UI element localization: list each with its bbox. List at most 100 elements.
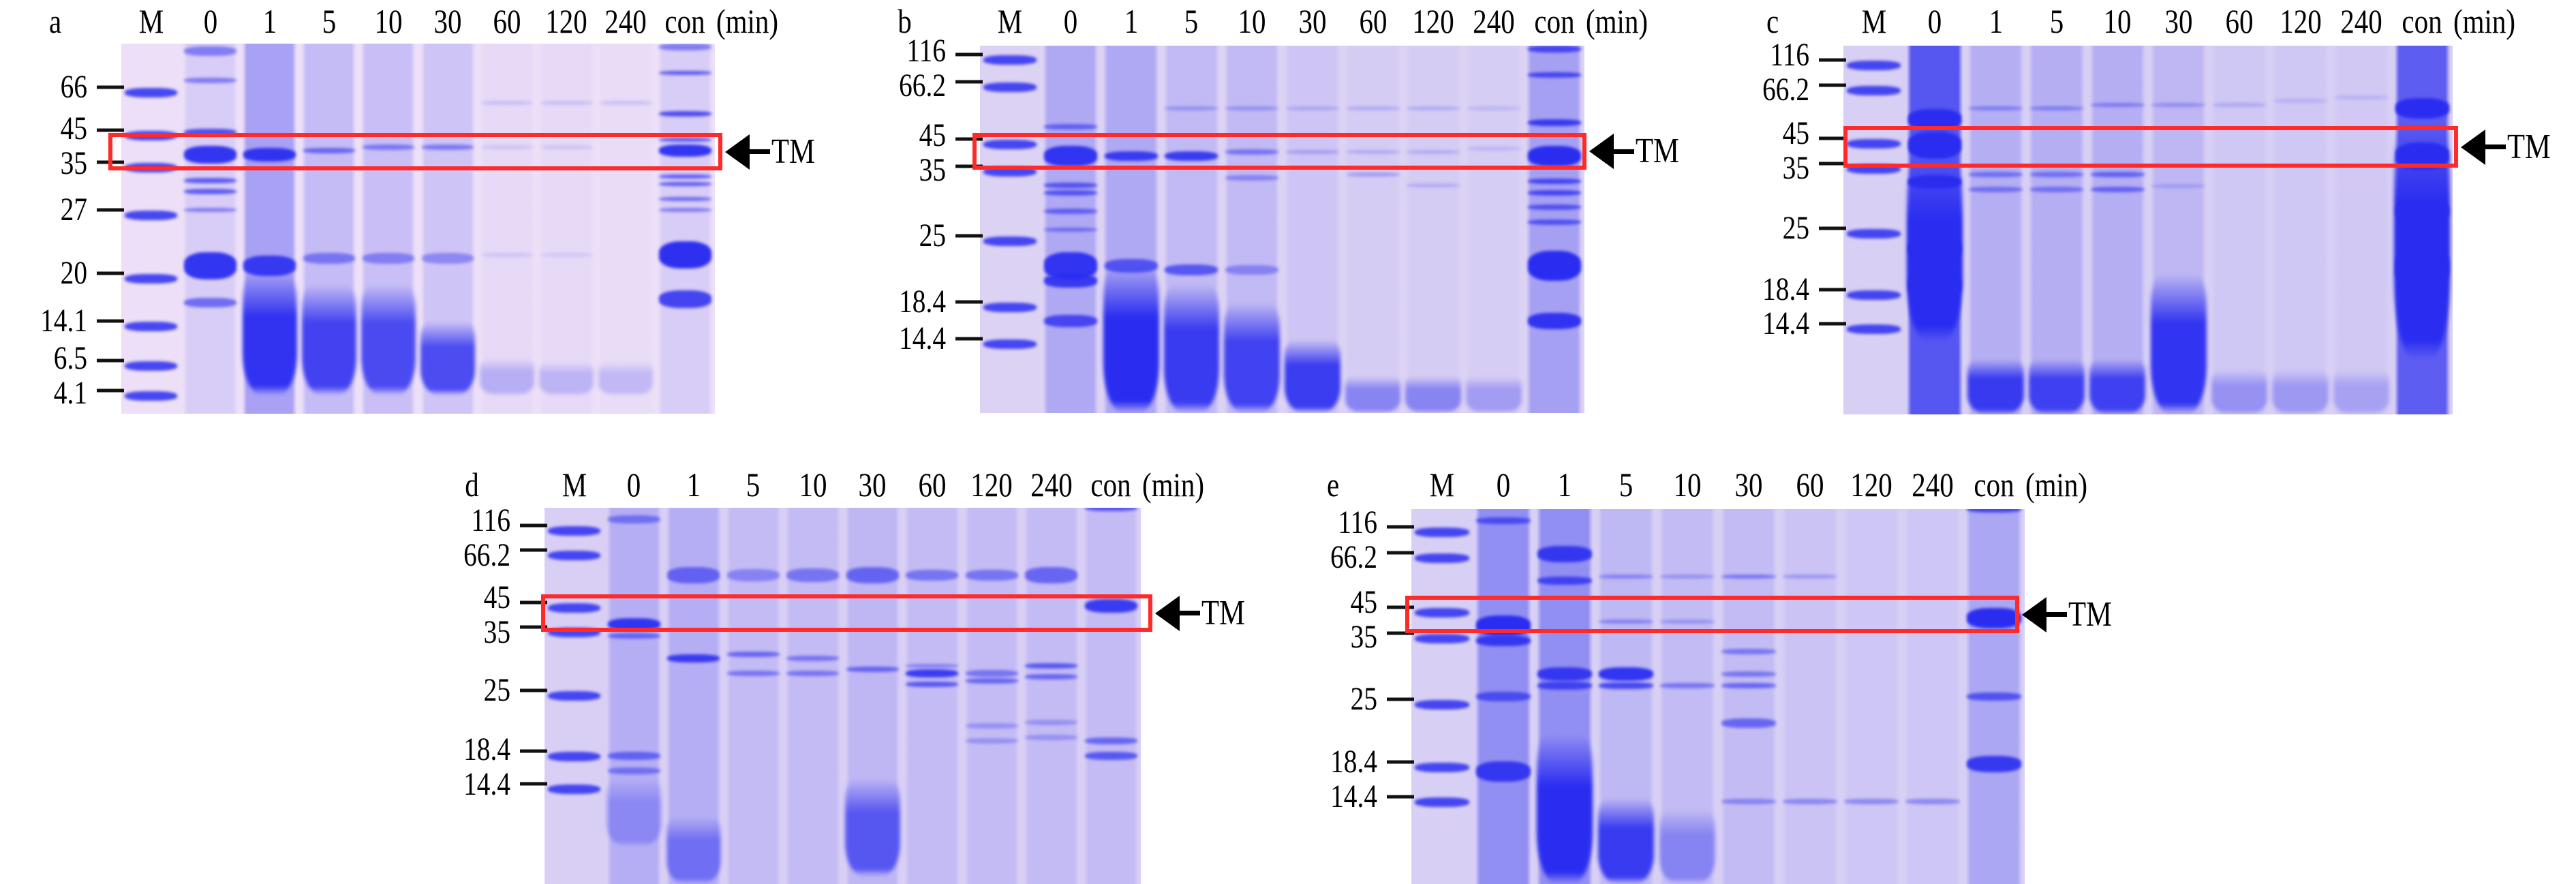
protein-band <box>1721 718 1776 728</box>
marker-size-label: 27 <box>60 192 87 228</box>
protein-band <box>2029 106 2084 110</box>
protein-band <box>1907 271 1962 299</box>
arrow-left-icon <box>2461 129 2485 165</box>
lane-label: M <box>998 2 1023 40</box>
arrow-shaft <box>1614 149 1634 154</box>
lane-label: con <box>1090 466 1131 504</box>
marker-tick <box>1819 58 1846 62</box>
protein-smear <box>2272 370 2329 414</box>
protein-smear <box>2211 370 2268 414</box>
protein-smear <box>1659 809 1716 884</box>
marker-size-label: 18.4 <box>463 731 510 768</box>
protein-smear <box>598 361 654 395</box>
protein-band <box>1476 761 1531 782</box>
lane-label: 1 <box>1989 2 2003 40</box>
protein-band <box>1025 719 1078 725</box>
sample-lane <box>181 44 241 414</box>
lane-label: 30 <box>1734 466 1763 504</box>
lane-label: M <box>562 466 587 504</box>
protein-band <box>184 46 236 56</box>
lane-label: 60 <box>1359 2 1387 40</box>
protein-band <box>1844 799 1899 804</box>
protein-band <box>1346 106 1400 110</box>
sample-lane <box>1524 46 1584 413</box>
protein-band <box>1721 575 1776 579</box>
marker-size-label: 45 <box>1350 584 1377 621</box>
tm-label: TM <box>2068 594 2112 634</box>
marker-size-label: 14.1 <box>40 303 87 339</box>
protein-band <box>659 111 711 117</box>
protein-band <box>2212 102 2267 107</box>
marker-lane <box>1843 46 1904 414</box>
protein-band <box>906 669 959 677</box>
protein-band <box>1225 175 1279 181</box>
protein-band <box>1969 106 2023 110</box>
protein-smear <box>242 273 297 395</box>
sample-lane <box>723 508 783 884</box>
protein-band <box>1476 692 1531 701</box>
protein-band <box>1967 509 2021 513</box>
marker-lane <box>980 46 1041 413</box>
protein-band <box>1025 662 1078 669</box>
protein-band <box>726 652 780 658</box>
sample-lane <box>1402 46 1464 413</box>
protein-band <box>1527 313 1581 330</box>
marker-size-label: 14.4 <box>1762 305 1809 342</box>
sample-lane <box>1965 46 2027 414</box>
gel-image <box>1411 509 2025 884</box>
sample-lane <box>1473 509 1534 884</box>
marker-size-label: 35 <box>1350 619 1377 656</box>
marker-size-label: 18.4 <box>1762 271 1809 308</box>
sample-lane <box>1595 509 1657 884</box>
protein-smear <box>2333 370 2390 414</box>
protein-band <box>906 682 959 688</box>
marker-band <box>1847 138 1901 149</box>
protein-band <box>540 252 593 257</box>
marker-lane <box>121 44 181 414</box>
marker-tick <box>1387 525 1414 529</box>
lane-label: 1 <box>1557 466 1572 504</box>
sample-lane <box>596 44 656 414</box>
protein-band <box>659 241 711 269</box>
protein-band <box>1527 119 1581 127</box>
tm-annotation: TM <box>2022 594 2121 634</box>
sample-lane <box>1657 509 1718 884</box>
marker-size-label: 25 <box>483 671 510 708</box>
protein-band <box>362 252 415 264</box>
marker-band <box>548 784 601 795</box>
protein-band <box>786 670 840 676</box>
protein-band <box>726 569 780 582</box>
protein-band <box>540 100 593 105</box>
marker-tick <box>955 234 983 238</box>
sample-lane <box>418 44 478 414</box>
marker-band <box>1415 633 1469 643</box>
protein-band <box>846 667 899 673</box>
protein-band <box>1527 46 1581 53</box>
protein-band <box>2090 102 2145 107</box>
protein-smear <box>420 321 476 395</box>
protein-band <box>2151 102 2206 107</box>
marker-band <box>1415 700 1469 710</box>
arrow-shaft <box>2046 612 2067 617</box>
protein-band <box>1905 799 1960 804</box>
protein-band <box>1044 189 1098 196</box>
marker-tick <box>955 52 983 57</box>
lane-label: M <box>1429 466 1455 504</box>
protein-band <box>846 567 899 584</box>
protein-band <box>1537 576 1592 585</box>
lane-label: 5 <box>2049 2 2064 40</box>
protein-band <box>1527 72 1581 78</box>
marker-size-label: 18.4 <box>899 284 946 320</box>
protein-band <box>906 663 959 668</box>
marker-band <box>548 751 601 761</box>
marker-tick <box>520 548 547 552</box>
protein-band <box>659 290 711 308</box>
marker-tick <box>955 164 983 168</box>
panel-label: e <box>1326 466 1340 504</box>
protein-band <box>1527 145 1581 166</box>
marker-tick <box>1387 631 1414 635</box>
protein-smear <box>1285 339 1340 413</box>
protein-band <box>1165 151 1218 161</box>
marker-band <box>1847 290 1901 301</box>
protein-smear <box>301 284 356 395</box>
